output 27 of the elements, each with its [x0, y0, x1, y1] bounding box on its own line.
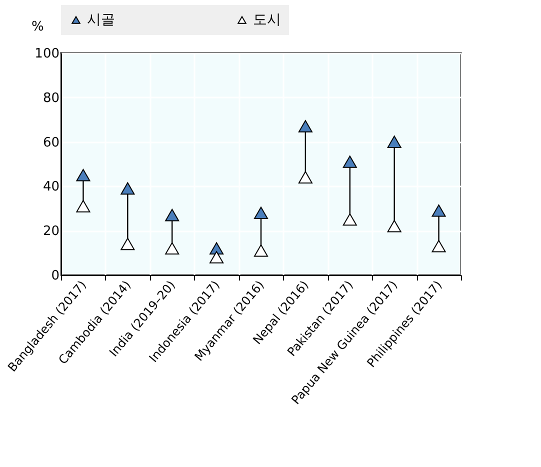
point: [432, 204, 446, 217]
point: [342, 213, 357, 226]
point: [210, 242, 224, 255]
point: [432, 240, 446, 252]
point: [298, 171, 312, 184]
point: [165, 242, 180, 255]
y-tick-label: 80: [42, 90, 60, 106]
point: [298, 120, 312, 132]
point: [76, 200, 90, 212]
y-tick-label: 100: [34, 46, 60, 62]
y-tick-label: 60: [42, 135, 60, 150]
point: [342, 156, 357, 168]
point: [254, 244, 268, 257]
point: [210, 251, 224, 264]
point: [387, 136, 402, 148]
y-axis-title: %: [32, 20, 44, 34]
point: [165, 208, 180, 222]
point: [120, 238, 135, 250]
legend-label: 도시: [253, 12, 281, 28]
point: [254, 206, 268, 219]
y-tick-label: 20: [42, 224, 60, 240]
y-tick-label: 0: [51, 268, 60, 284]
point: [76, 168, 90, 182]
y-tick-label: 40: [42, 180, 60, 195]
point: [120, 182, 135, 195]
legend-label: 시골: [87, 12, 115, 28]
point: [387, 220, 402, 232]
